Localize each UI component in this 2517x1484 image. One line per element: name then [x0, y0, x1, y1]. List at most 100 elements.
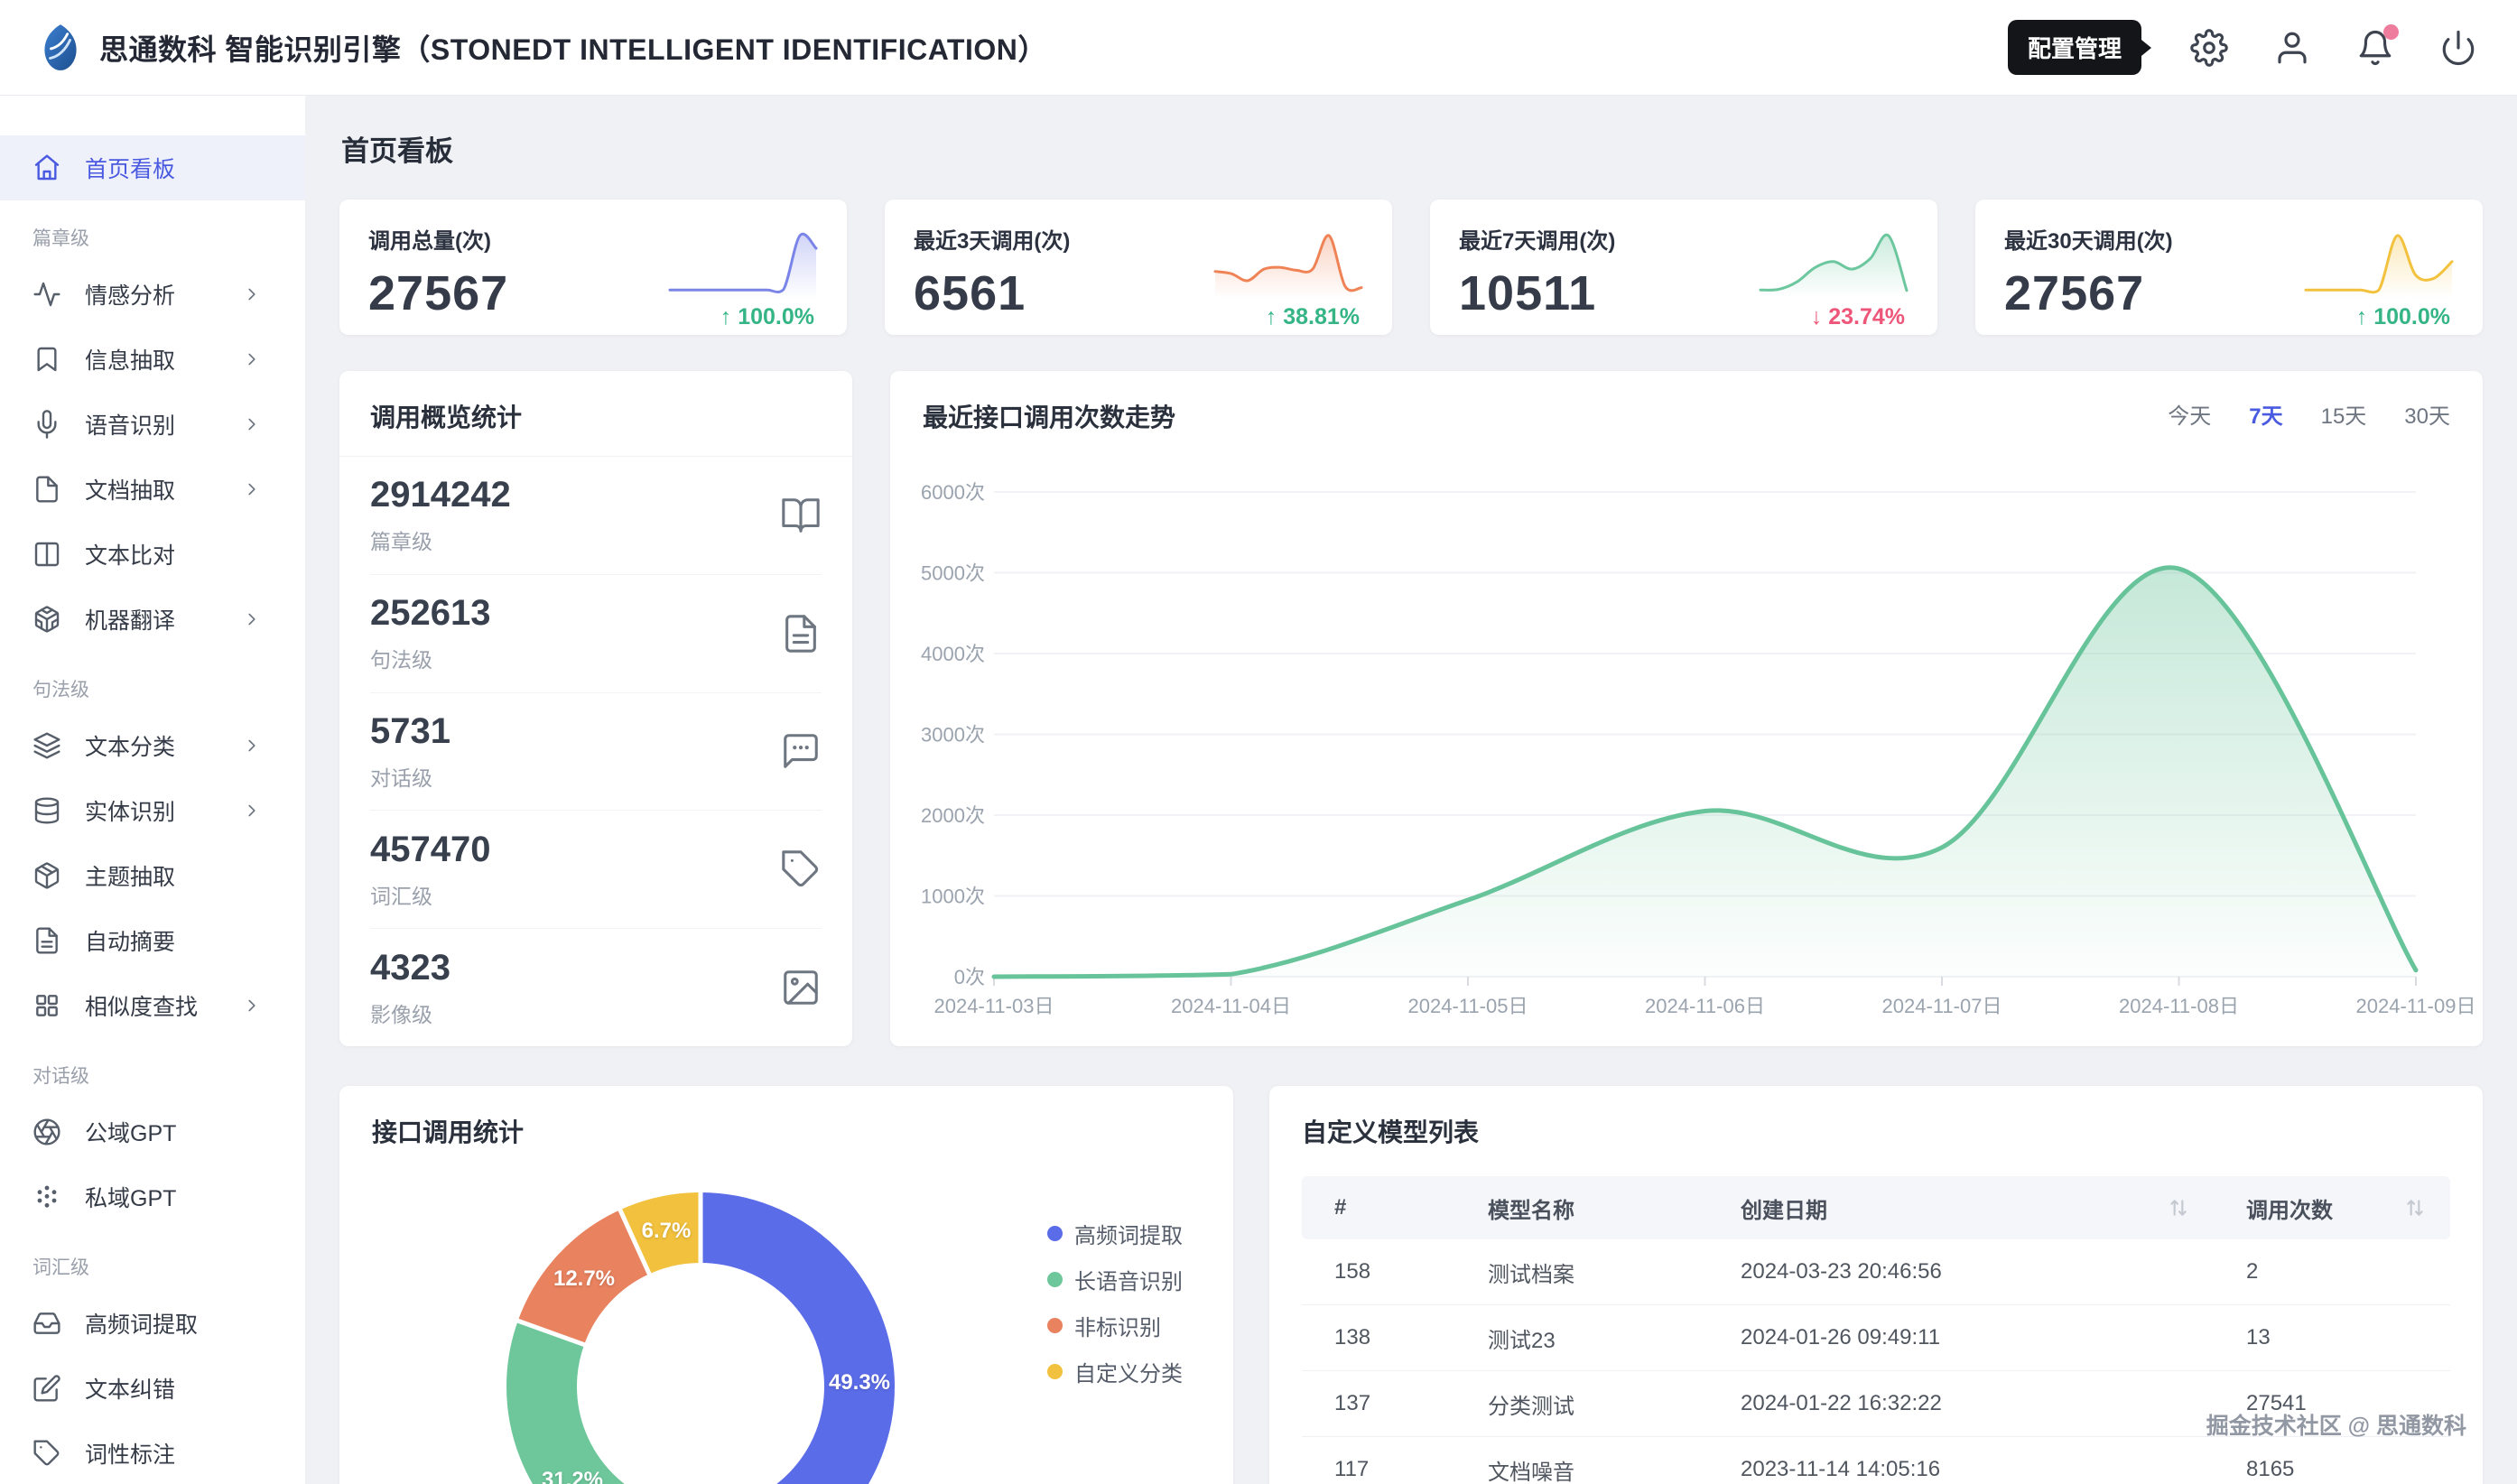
trend-range-filters: 今天 7天 15天 30天	[2168, 398, 2450, 430]
table-header-row: # 模型名称 创建日期 调用次数	[1302, 1176, 2450, 1239]
sidebar-item[interactable]: 高频词提取	[0, 1291, 305, 1356]
app-shell: 首页看板 篇章级 情感分析 信息抽取 语音识别 文档抽取 文本比对 机器翻译 句法…	[0, 96, 2517, 1484]
sidebar-item[interactable]: 情感分析	[0, 262, 305, 327]
overview-row: 457470 词汇级	[370, 811, 822, 930]
image-icon	[780, 967, 822, 1008]
sidebar-item-label: 主题抽取	[85, 865, 176, 890]
legend-label: 高频词提取	[1074, 1224, 1183, 1248]
trend-filter-今天[interactable]: 今天	[2168, 404, 2212, 429]
sidebar-item[interactable]: 词性标注	[0, 1421, 305, 1484]
sidebar-item[interactable]: 信息抽取	[0, 327, 305, 392]
sidebar-item[interactable]: 机器翻译	[0, 587, 305, 652]
sidebar-item[interactable]: 公域GPT	[0, 1099, 305, 1164]
sidebar-item-label: 词性标注	[85, 1442, 176, 1468]
sidebar-section-label: 句法级	[33, 680, 89, 700]
sort-icon[interactable]	[2167, 1196, 2190, 1220]
table-cell: 27541	[2246, 1391, 2307, 1415]
table-column-header: #	[1334, 1195, 1347, 1220]
middle-row: 调用概览统计 2914242 篇章级 252613 句法级 5731 对话级 4…	[339, 371, 2483, 1046]
sidebar-item-label: 文档抽取	[85, 478, 176, 504]
table-column-header[interactable]: 创建日期	[1708, 1192, 2214, 1224]
notifications-button[interactable]	[2356, 23, 2399, 67]
table-column-header[interactable]: 调用次数	[2214, 1192, 2450, 1224]
model-table-title: 自定义模型列表	[1302, 1118, 1480, 1146]
svg-text:2024-11-05日: 2024-11-05日	[1408, 995, 1528, 1017]
stat-card-delta: ↓ 23.74%	[1810, 304, 1905, 329]
stat-card-label: 最近3天调用(次)	[914, 229, 1071, 254]
trend-filter-30天[interactable]: 30天	[2404, 404, 2450, 429]
sidebar-item[interactable]: 文档抽取	[0, 457, 305, 522]
sidebar-item[interactable]: 自动摘要	[0, 908, 305, 973]
stat-cards-row: 调用总量(次) 27567 ↑ 100.0% 最近3天调用(次) 6561 ↑ …	[339, 199, 2483, 335]
database-icon	[33, 796, 61, 825]
tag-icon	[780, 849, 822, 890]
table-cell: 测试档案	[1488, 1262, 1574, 1287]
donut-slice-label: 49.3%	[828, 1370, 891, 1395]
app-title: 思通数科 智能识别引擎（STONEDT INTELLIGENT IDENTIFI…	[99, 32, 1047, 66]
overview-title: 调用概览统计	[370, 403, 523, 431]
sidebar-item[interactable]: 文本分类	[0, 713, 305, 778]
table-cell: 2024-01-22 16:32:22	[1741, 1391, 1942, 1415]
overview-row: 2914242 篇章级	[370, 457, 822, 575]
svg-text:2024-11-08日: 2024-11-08日	[2119, 995, 2239, 1017]
chevron-right-icon	[242, 996, 262, 1016]
table-cell: 2	[2246, 1259, 2259, 1284]
stat-card-value: 10511	[1459, 266, 1597, 320]
svg-text:3000次: 3000次	[921, 724, 985, 747]
table-row[interactable]: 137 分类测试 2024-01-22 16:32:22 27541	[1302, 1371, 2450, 1437]
legend-item[interactable]: 长语音识别	[1047, 1264, 1183, 1295]
main-content: 首页看板 调用总量(次) 27567 ↑ 100.0% 最近3天调用(次) 65…	[305, 96, 2517, 1484]
file-text-icon	[780, 613, 822, 654]
sidebar-item-home[interactable]: 首页看板	[0, 135, 305, 200]
donut-slice-label: 12.7%	[553, 1266, 616, 1291]
stat-card-label: 调用总量(次)	[368, 229, 491, 254]
table-row[interactable]: 138 测试23 2024-01-26 09:49:11 13	[1302, 1305, 2450, 1371]
overview-row-value: 457470	[370, 829, 491, 869]
table-row[interactable]: 158 测试档案 2024-03-23 20:46:56 2	[1302, 1239, 2450, 1305]
overview-row: 5731 对话级	[370, 693, 822, 812]
svg-text:2024-11-03日: 2024-11-03日	[934, 995, 1054, 1017]
sidebar-item[interactable]: 语音识别	[0, 392, 305, 457]
table-row[interactable]: 117 文档噪音 2023-11-14 14:05:16 8165	[1302, 1437, 2450, 1484]
sidebar-item[interactable]: 实体识别	[0, 778, 305, 843]
settings-button[interactable]	[2190, 28, 2228, 67]
donut-slice-label: 31.2%	[541, 1468, 604, 1484]
sidebar-item[interactable]: 文本比对	[0, 522, 305, 587]
brand-logo-icon	[40, 23, 81, 72]
table-cell: 13	[2246, 1325, 2271, 1350]
power-button[interactable]	[2439, 29, 2477, 67]
legend-dot-icon	[1047, 1272, 1063, 1287]
trend-filter-7天[interactable]: 7天	[2249, 404, 2283, 429]
svg-text:2000次: 2000次	[921, 804, 985, 827]
chevron-right-icon	[242, 609, 262, 629]
sidebar-item-label: 信息抽取	[85, 348, 176, 374]
sidebar: 首页看板 篇章级 情感分析 信息抽取 语音识别 文档抽取 文本比对 机器翻译 句法…	[0, 96, 305, 1484]
sidebar-item[interactable]: 主题抽取	[0, 843, 305, 908]
sidebar-item-label: 文本纠错	[85, 1377, 176, 1403]
legend-dot-icon	[1047, 1226, 1063, 1241]
svg-text:2024-11-04日: 2024-11-04日	[1171, 995, 1291, 1017]
sort-icon[interactable]	[2403, 1196, 2427, 1220]
header-actions: 配置管理	[2007, 20, 2477, 75]
table-cell: 2023-11-14 14:05:16	[1741, 1457, 1941, 1481]
legend-item[interactable]: 高频词提取	[1047, 1218, 1183, 1249]
book-open-icon	[780, 495, 822, 536]
table-cell: 分类测试	[1488, 1394, 1574, 1419]
sidebar-item[interactable]: 文本纠错	[0, 1356, 305, 1421]
overview-row-value: 4323	[370, 947, 450, 988]
legend-item[interactable]: 非标识别	[1047, 1310, 1183, 1341]
sidebar-item[interactable]: 私域GPT	[0, 1164, 305, 1229]
svg-text:2024-11-09日: 2024-11-09日	[2356, 995, 2476, 1017]
legend-label: 自定义分类	[1074, 1362, 1183, 1387]
table-cell: 8165	[2246, 1457, 2295, 1481]
bottom-row: 接口调用统计 高频词提取 长语音识别 非标识别 自定义分类 49.3% 31.2%…	[339, 1086, 2483, 1484]
sidebar-item-label: 相似度查找	[85, 995, 199, 1020]
trend-filter-15天[interactable]: 15天	[2320, 404, 2367, 429]
aperture-icon	[33, 1118, 61, 1146]
table-cell: 158	[1334, 1259, 1371, 1284]
sidebar-item[interactable]: 相似度查找	[0, 973, 305, 1038]
stat-card-delta: ↑ 100.0%	[720, 304, 814, 329]
stat-card-sparkline	[1212, 223, 1365, 301]
user-button[interactable]	[2273, 29, 2311, 67]
legend-item[interactable]: 自定义分类	[1047, 1356, 1183, 1387]
